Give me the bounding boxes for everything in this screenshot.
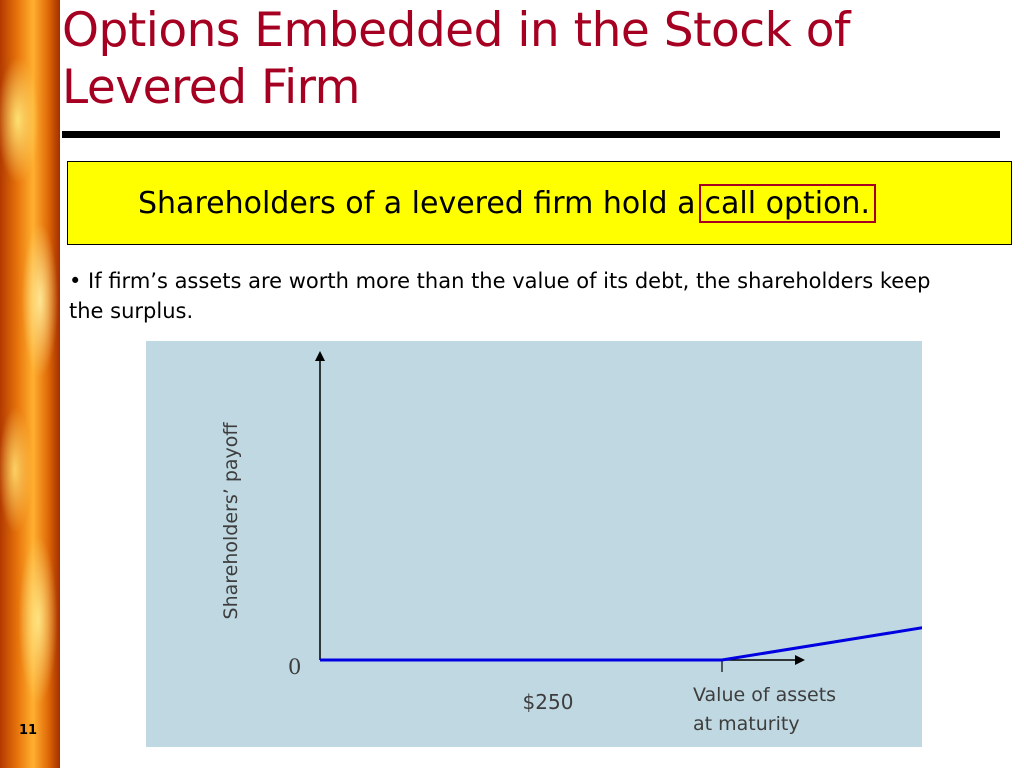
flame-decoration: [0, 0, 60, 768]
payoff-chart: [315, 351, 922, 672]
x-axis-label: Value of assets at maturity: [693, 681, 913, 739]
bullet-point: • If firm’s assets are worth more than t…: [69, 269, 931, 323]
callout-highlight: call option.: [698, 184, 876, 223]
x-axis-label-line-1: Value of assets: [693, 684, 837, 706]
callout-text: Shareholders of a levered firm hold a cal…: [138, 184, 876, 224]
slide-number: 11: [19, 723, 38, 738]
payoff-line: [320, 626, 922, 662]
series-group: [320, 626, 922, 662]
x-tick-label-250: $250: [522, 690, 574, 714]
payoff-chart-panel: [146, 341, 922, 747]
y-tick-label-zero: 0: [288, 655, 302, 679]
title-divider: [62, 131, 1000, 138]
callout-statement: Shareholders of a levered firm hold a: [138, 186, 696, 221]
y-axis-label: Shareholders’ payoff: [220, 422, 242, 620]
callout-box: Shareholders of a levered firm hold a cal…: [67, 161, 1012, 245]
x-axis-label-line-2: at maturity: [693, 713, 800, 735]
callout-highlight-text: call option: [704, 186, 861, 221]
slide-title: Options Embedded in the Stock of Levered…: [62, 3, 851, 115]
